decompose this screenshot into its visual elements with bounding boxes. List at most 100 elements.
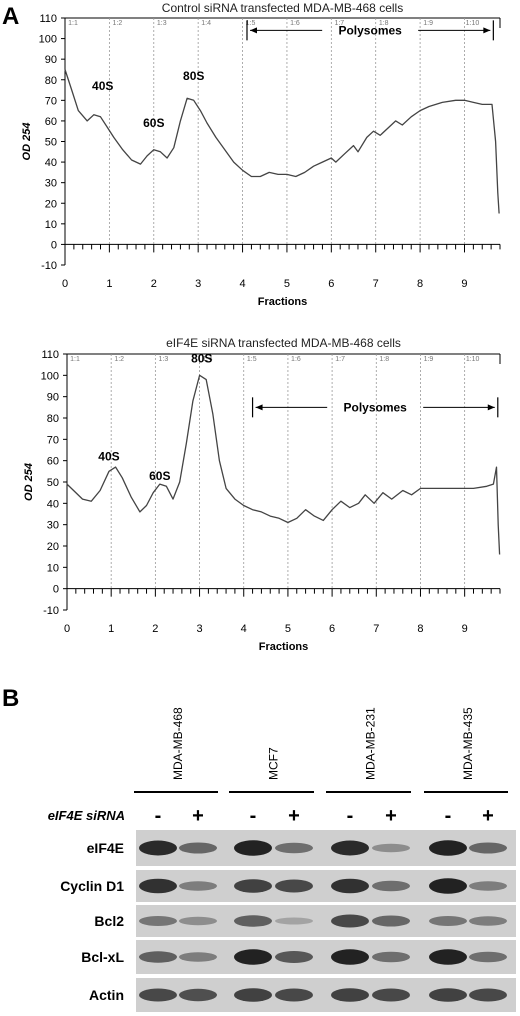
y-tick-label: 20 (47, 541, 59, 553)
fraction-marker: 1:3 (159, 356, 169, 363)
x-tick-label: 1 (108, 623, 114, 635)
y-tick-label: 70 (47, 434, 59, 446)
blot-band (429, 840, 467, 856)
y-tick-label: 50 (47, 477, 59, 489)
fraction-marker: 1:10 (466, 356, 480, 363)
blot-band (372, 843, 410, 853)
x-tick-label: 1 (106, 278, 112, 290)
blot-band (372, 880, 410, 892)
y-tick-label: 90 (45, 54, 57, 66)
fraction-marker: 1:8 (379, 20, 389, 27)
peak-label: 60S (143, 116, 164, 130)
fraction-marker: 1:1 (68, 20, 78, 27)
blot-band (429, 878, 467, 894)
x-tick-label: 3 (195, 278, 201, 290)
blot-band (275, 951, 313, 963)
fraction-marker: 1:9 (424, 356, 434, 363)
fraction-marker: 1:6 (291, 356, 301, 363)
blot-band (234, 840, 272, 856)
x-tick-label: 3 (196, 623, 202, 635)
y-tick-label: 20 (45, 198, 57, 210)
x-tick-label: 2 (151, 278, 157, 290)
y-tick-label: 0 (51, 239, 57, 251)
lane-sign: - (155, 805, 162, 827)
peak-label: 80S (183, 69, 204, 83)
y-tick-label: 50 (45, 137, 57, 149)
polysome-arrowhead-left (249, 27, 257, 34)
blot-band (372, 915, 410, 927)
x-axis-label: Fractions (259, 641, 309, 653)
fraction-marker: 1:9 (423, 20, 433, 27)
blot-strip (136, 905, 516, 937)
blot-band (469, 916, 507, 926)
lane-sign: + (192, 805, 204, 827)
blot-band (139, 951, 177, 963)
blot-band (139, 916, 177, 926)
y-tick-label: 10 (47, 562, 59, 574)
y-tick-label: 60 (47, 456, 59, 468)
blot-band (234, 879, 272, 893)
blot-band (331, 840, 369, 856)
blot-band (139, 988, 177, 1002)
x-tick-label: 0 (62, 278, 68, 290)
polysome-label: Polysomes (343, 400, 407, 414)
x-tick-label: 2 (152, 623, 158, 635)
fraction-marker: 1:8 (379, 356, 389, 363)
blot-band (179, 881, 217, 891)
blot-band (469, 842, 507, 854)
y-tick-label: 30 (47, 520, 59, 532)
x-tick-label: 8 (417, 623, 423, 635)
y-tick-label: 100 (39, 34, 57, 46)
blot-band (331, 914, 369, 928)
blot-band (234, 915, 272, 927)
y-tick-label: 0 (53, 584, 59, 596)
lane-sign: - (250, 805, 257, 827)
blot-band (429, 949, 467, 965)
blot-band (179, 952, 217, 962)
lane-sign: - (347, 805, 354, 827)
blot-band (179, 916, 217, 926)
blot-band (372, 988, 410, 1002)
blot-row-label: Actin (89, 987, 124, 1003)
peak-label: 40S (98, 450, 119, 464)
fraction-marker: 1:7 (335, 356, 345, 363)
y-axis-label: OD 254 (23, 463, 35, 501)
peak-label: 60S (149, 469, 170, 483)
x-tick-label: 9 (462, 623, 468, 635)
y-tick-label: -10 (43, 605, 59, 617)
panel-a-label: A (2, 3, 19, 30)
blot-band (179, 842, 217, 854)
blot-band (275, 879, 313, 893)
y-tick-label: 60 (45, 116, 57, 128)
polysome-profile-eif4e-sirna: eIF4E siRNA transfected MDA-MB-468 cells… (23, 336, 501, 653)
panel-b-label: B (2, 685, 19, 712)
blot-band (139, 840, 177, 856)
fraction-marker: 1:5 (247, 356, 257, 363)
chart-title: Control siRNA transfected MDA-MB-468 cel… (162, 1, 403, 15)
fraction-marker: 1:1 (70, 356, 80, 363)
blot-band (469, 988, 507, 1002)
blot-band (469, 881, 507, 891)
peak-label: 80S (191, 352, 212, 366)
x-tick-label: 7 (373, 623, 379, 635)
fraction-marker: 1:5 (246, 20, 256, 27)
y-tick-label: 40 (45, 157, 57, 169)
blot-band (429, 988, 467, 1002)
sirna-label: eIF4E siRNA (48, 808, 125, 823)
y-tick-label: 80 (47, 413, 59, 425)
blot-band (275, 917, 313, 925)
y-tick-label: 70 (45, 95, 57, 107)
y-tick-label: 100 (41, 370, 59, 382)
x-tick-label: 6 (328, 278, 334, 290)
blot-band (234, 988, 272, 1002)
fraction-marker: 1:10 (466, 20, 480, 27)
x-tick-label: 5 (284, 278, 290, 290)
blot-band (469, 951, 507, 963)
x-tick-label: 4 (241, 623, 247, 635)
blot-band (234, 949, 272, 965)
blot-band (331, 949, 369, 965)
x-tick-label: 6 (329, 623, 335, 635)
fraction-marker: 1:2 (114, 356, 124, 363)
y-tick-label: 90 (47, 392, 59, 404)
y-tick-label: 30 (45, 178, 57, 190)
